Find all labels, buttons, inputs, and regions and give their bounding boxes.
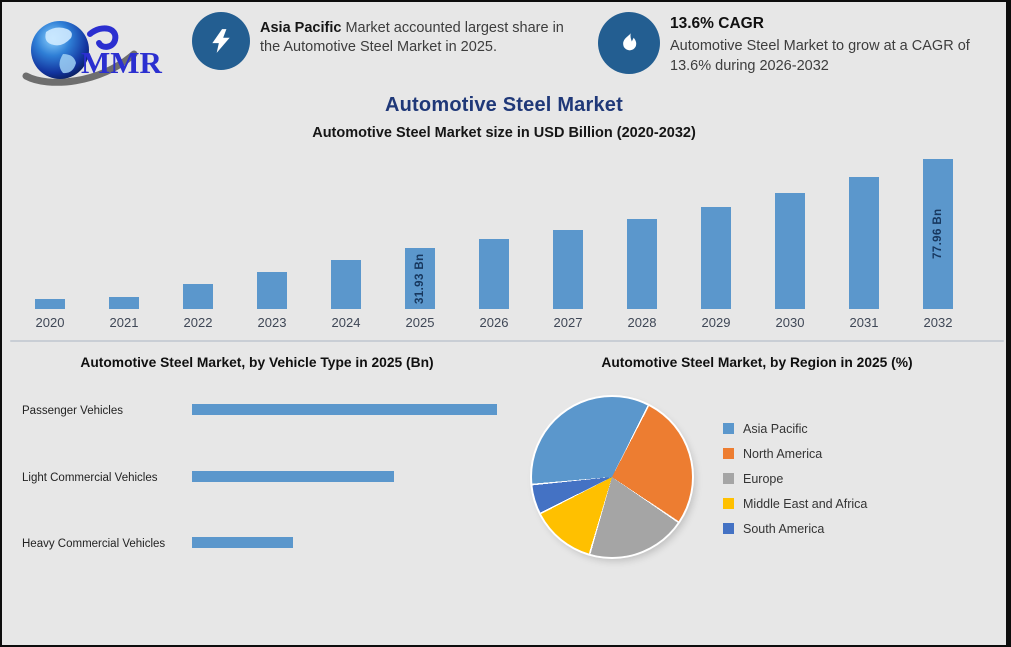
vehicle-type-chart-title: Automotive Steel Market, by Vehicle Type… (80, 355, 434, 370)
bar-2021 (109, 297, 139, 309)
chart-subtitle: Automotive Steel Market size in USD Bill… (312, 125, 696, 141)
region-legend: Asia Pacific North America Europe Middle Ea… (723, 416, 867, 541)
region-pie (532, 397, 692, 557)
vehicle-bar (192, 471, 394, 482)
bar-2028 (627, 219, 657, 309)
region-chart-title: Automotive Steel Market, by Region in 20… (601, 355, 913, 370)
x-axis-label-2031: 2031 (849, 315, 879, 330)
bar-2029 (701, 207, 731, 309)
legend-item-5: South America (723, 516, 867, 541)
vehicle-type-chart: Passenger Vehicles Light Commercial Vehic… (22, 399, 512, 559)
bar-value-label-2032: 77.96 Bn (932, 208, 944, 260)
bar-2024 (331, 260, 361, 309)
vehicle-bar (192, 537, 293, 548)
vehicle-bar (192, 404, 497, 415)
vehicle-row-2: Light Commercial Vehicles (22, 471, 512, 485)
bar-2025: 31.93 Bn (405, 248, 435, 309)
x-axis-label-2032: 2032 (923, 315, 953, 330)
bar-2027 (553, 230, 583, 309)
bar-2026 (479, 239, 509, 309)
bar-2020 (35, 299, 65, 309)
growth-flame-icon (623, 33, 637, 51)
main-bar-chart: 2020 2021 2022 2023 2024 31.93 Bn 2025 2026 2027… (10, 159, 1005, 330)
page-title: Automotive Steel Market (385, 94, 623, 116)
legend-swatch-icon (723, 498, 734, 509)
callout2-circle (598, 12, 660, 74)
x-axis-label-2030: 2030 (775, 315, 805, 330)
vehicle-label: Passenger Vehicles (22, 405, 124, 417)
x-axis-label-2020: 2020 (35, 315, 65, 330)
legend-label: Asia Pacific (743, 421, 808, 436)
axis-separator-line (10, 340, 1004, 342)
x-axis-label-2027: 2027 (553, 315, 583, 330)
bar-2032: 77.96 Bn (923, 159, 953, 309)
bar-value-label-2025: 31.93 Bn (414, 253, 426, 304)
legend-swatch-icon (723, 448, 734, 459)
legend-label: North America (743, 446, 823, 461)
legend-label: Middle East and Africa (743, 496, 868, 511)
callout1-line1: Market accounted largest share in (341, 20, 564, 36)
svg-text:MMR: MMR (81, 45, 163, 80)
vehicle-row-3: Heavy Commercial Vehicles (22, 537, 512, 551)
vehicle-row-1: Passenger Vehicles (22, 404, 512, 418)
legend-swatch-icon (723, 523, 734, 534)
x-axis-label-2029: 2029 (701, 315, 731, 330)
callout1-circle (192, 12, 250, 70)
legend-label: South America (743, 521, 825, 536)
legend-label: Europe (743, 471, 784, 486)
x-axis-label-2025: 2025 (405, 315, 435, 330)
x-axis-label-2026: 2026 (479, 315, 509, 330)
globe-icon: MMR (22, 21, 163, 86)
bar-2023 (257, 272, 287, 309)
vehicle-label: Light Commercial Vehicles (22, 472, 158, 484)
mmr-logo: MMR (18, 10, 170, 90)
legend-swatch-icon (723, 473, 734, 484)
callout1-text: Asia Pacific Market accounted largest sh… (260, 19, 564, 57)
legend-item-1: Asia Pacific (723, 416, 867, 441)
callout2-text: Automotive Steel Market to grow at a CAG… (670, 36, 970, 76)
callout2-line1: Automotive Steel Market to grow at a CAG… (670, 38, 970, 54)
callout1-highlight: Asia Pacific (260, 20, 342, 36)
x-axis-label-2028: 2028 (627, 315, 657, 330)
callout2-heading: 13.6% CAGR (670, 15, 764, 32)
callout2-line2: 13.6% during 2026-2032 (670, 58, 829, 74)
x-axis-label-2024: 2024 (331, 315, 361, 330)
legend-item-3: Europe (723, 466, 867, 491)
x-axis-label-2023: 2023 (257, 315, 287, 330)
legend-swatch-icon (723, 423, 734, 434)
x-axis-label-2022: 2022 (183, 315, 213, 330)
vehicle-label: Heavy Commercial Vehicles (22, 538, 166, 550)
bar-2022 (183, 284, 213, 309)
bar-2031 (849, 177, 879, 309)
lightning-bolt-icon (212, 29, 230, 53)
legend-item-2: North America (723, 441, 867, 466)
x-axis-label-2021: 2021 (109, 315, 139, 330)
legend-item-4: Middle East and Africa (723, 491, 867, 516)
bar-2030 (775, 193, 805, 309)
callout1-line2: the Automotive Steel Market in 2025. (260, 39, 497, 55)
